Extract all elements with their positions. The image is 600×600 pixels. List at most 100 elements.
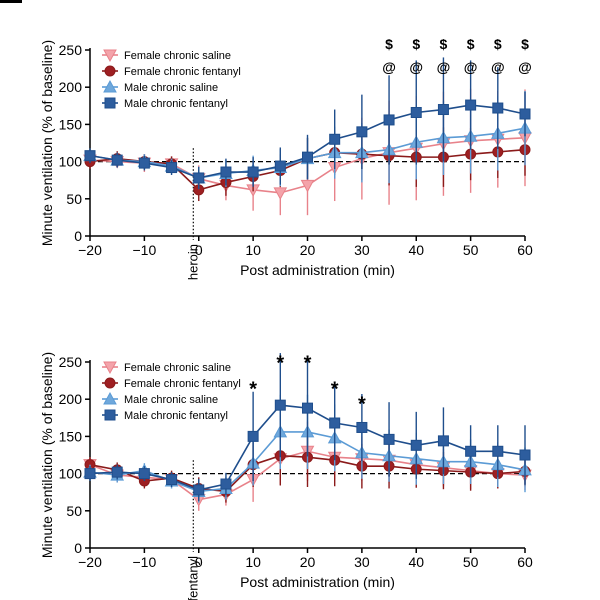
x-tick-label: −20 [78, 554, 102, 570]
legend-marker [104, 97, 116, 109]
y-tick-label: 50 [66, 503, 82, 519]
data-point [193, 484, 205, 496]
data-point [302, 151, 313, 163]
significance-at: @ [518, 59, 532, 75]
data-point [465, 445, 477, 457]
x-tick-label: 10 [245, 242, 261, 258]
significance-at: @ [464, 59, 478, 75]
data-point [410, 439, 422, 451]
y-tick-label: 100 [59, 466, 83, 482]
data-point [492, 102, 504, 114]
data-point [383, 433, 395, 445]
y-tick-label: 150 [59, 116, 83, 132]
chart-panel-2: 0 50 100 150 200 250 −20 −10 0 10 20 30 40 50 60 Minute… [39, 352, 533, 600]
data-point [300, 179, 315, 193]
x-tick-label: 10 [245, 554, 261, 570]
series-male-fentanyl [84, 57, 531, 190]
data-point [274, 160, 286, 172]
data-point [519, 108, 531, 120]
x-tick-label: 0 [195, 554, 203, 570]
y-tick-label: 200 [59, 79, 83, 95]
data-point [492, 445, 504, 457]
significance-at: @ [409, 59, 423, 75]
significance-dollar: $ [385, 36, 393, 52]
legend-marker [103, 49, 117, 63]
chart-panel-1: 0 50 100 150 200 250 −20 −10 0 10 20 30 40 50 60 Minute… [39, 36, 533, 280]
legend-label: Male chronic fentanyl [124, 98, 228, 110]
x-tick-label: 30 [354, 554, 370, 570]
data-point [437, 435, 449, 447]
legend-marker [103, 79, 117, 93]
x-tick-label: 30 [354, 242, 370, 258]
y-tick-label: 250 [59, 42, 83, 58]
data-point [329, 133, 341, 145]
event-label: heroin [185, 244, 200, 280]
legend-label: Female chronic fentanyl [124, 378, 241, 390]
y-tick-label: 100 [59, 154, 83, 170]
data-point [274, 399, 286, 411]
legend-marker [104, 409, 116, 421]
significance-at: @ [382, 59, 396, 75]
significance-at: @ [491, 59, 505, 75]
x-axis-label: Post administration (min) [240, 262, 395, 278]
significance-dollar: $ [412, 36, 420, 52]
legend-marker [103, 361, 117, 375]
x-tick-label: 20 [300, 242, 316, 258]
x-tick-label: 50 [463, 242, 479, 258]
data-point [220, 166, 232, 178]
data-point [273, 187, 288, 200]
data-point [247, 430, 259, 442]
significance-asterisk: * [249, 378, 257, 400]
legend: Female chronic saline Female chronic fent… [102, 361, 241, 422]
data-point [138, 468, 150, 480]
y-axis-label: Minute ventilation (% of baseline) [39, 40, 55, 246]
data-point [356, 421, 368, 433]
x-tick-label: 60 [517, 554, 533, 570]
data-point [410, 106, 422, 118]
event-label: fentanyl [185, 556, 200, 600]
legend-marker [103, 391, 117, 405]
legend-label: Female chronic fentanyl [124, 66, 241, 78]
legend-label: Female chronic saline [124, 362, 231, 374]
y-tick-label: 0 [74, 540, 82, 556]
data-point [437, 104, 449, 116]
legend-label: Male chronic fentanyl [124, 410, 228, 422]
data-point [383, 114, 395, 126]
data-point [519, 449, 531, 461]
y-tick-label: 0 [74, 228, 82, 244]
significance-asterisk: * [358, 393, 366, 415]
data-point [111, 466, 123, 478]
significance-dollar: $ [494, 36, 502, 52]
significance-asterisk: * [276, 352, 284, 374]
significance-dollar: $ [440, 36, 448, 52]
significance-dollar: $ [521, 36, 529, 52]
data-point [193, 172, 205, 184]
data-point [465, 99, 477, 111]
significance-dollar: $ [467, 36, 475, 52]
legend-marker [104, 377, 116, 389]
y-tick-label: 150 [59, 428, 83, 444]
x-tick-label: −10 [133, 554, 157, 570]
data-point [111, 154, 123, 166]
y-tick-label: 200 [59, 391, 83, 407]
x-tick-label: −20 [78, 242, 102, 258]
x-tick-label: 20 [300, 554, 316, 570]
data-point [356, 126, 368, 138]
significance-asterisk: * [304, 352, 312, 374]
significance-asterisk: * [331, 378, 339, 400]
legend-marker [104, 65, 116, 77]
x-tick-label: 60 [517, 242, 533, 258]
x-axis-label: Post administration (min) [240, 574, 395, 590]
significance-at: @ [437, 59, 451, 75]
data-point [84, 468, 96, 480]
legend-label: Female chronic saline [124, 50, 231, 62]
data-point [166, 474, 178, 486]
data-point [138, 157, 150, 169]
x-tick-label: 0 [195, 242, 203, 258]
data-point [84, 150, 96, 162]
x-tick-label: 40 [408, 554, 424, 570]
x-tick-label: 40 [408, 242, 424, 258]
data-point [166, 162, 178, 174]
data-point [220, 478, 232, 490]
